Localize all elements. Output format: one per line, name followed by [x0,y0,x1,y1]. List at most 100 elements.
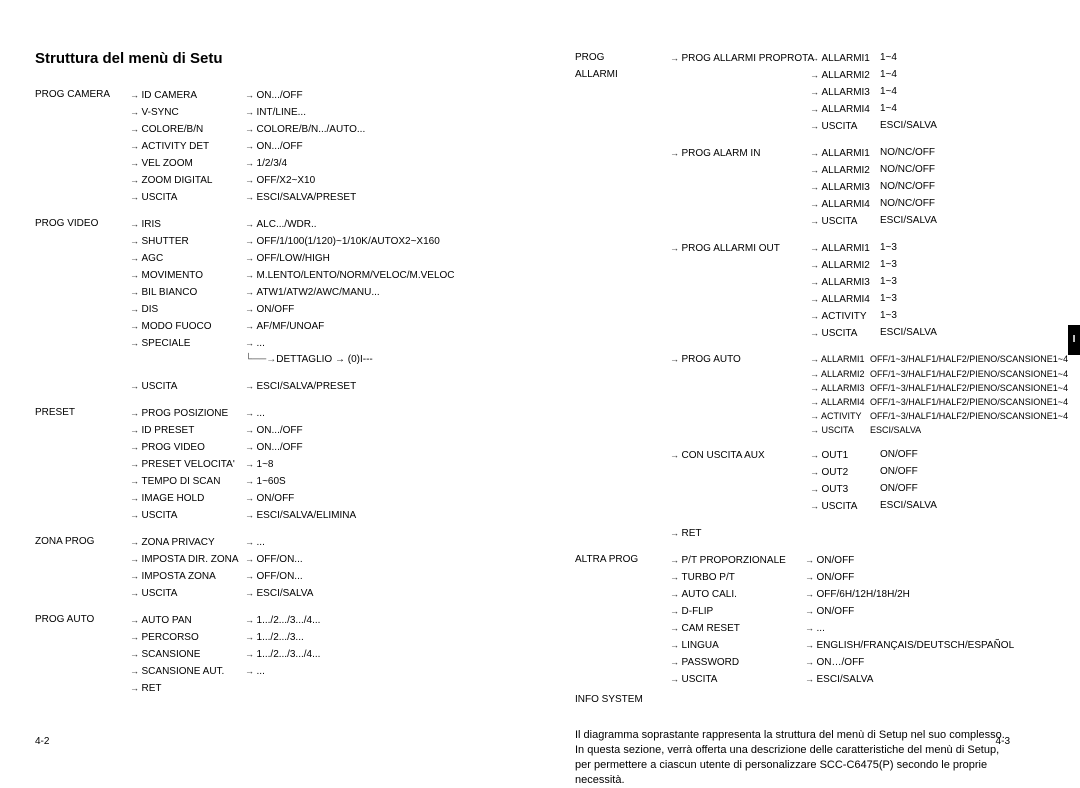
menu-group-label [575,367,670,381]
menu-group-label [575,654,670,671]
menu-item-name: MOVIMENTO [130,267,245,284]
menu-item-value [245,680,480,697]
menu-item-value: 1.../2.../3... [245,629,480,646]
menu-group-label: PROG CAMERA [35,87,130,104]
menu-row: ALLARMI2NO/NC/OFF [575,162,1010,179]
menu-item-value: OFF/1/100(1/120)~1/10K/AUTOX2~X160 [245,233,480,250]
menu-row: PROG ALLARMI OUTALLARMI11~3 [575,240,1010,257]
menu-item-value: ... [245,335,480,352]
menu-row: OUT2ON/OFF [575,464,1010,481]
menu-row: LINGUAENGLISH/FRANÇAIS/DEUTSCH/ESPAÑOL [575,637,1010,654]
menu-group-label [575,179,670,196]
menu-row: SHUTTEROFF/1/100(1/120)~1/10K/AUTOX2~X16… [35,233,480,250]
menu-group-label [35,104,130,121]
menu-row: ALLARMI3NO/NC/OFF [575,179,1010,196]
menu-item-value: ESCI/SALVA [245,585,480,602]
menu-row: USCITAESCI/SALVA [575,118,1010,135]
menu-group-label [575,637,670,654]
menu-item-name: PROG VIDEO [130,439,245,456]
menu-group-label [35,680,130,697]
menu-row: USCITAESCI/SALVA [575,213,1010,230]
menu-item-name: ALLARMI2 [810,67,880,84]
menu-item-name: PERCORSO [130,629,245,646]
menu-item-value: 1.../2.../3.../4... [245,612,480,629]
menu-group-label [575,118,670,135]
menu-group-heading [670,213,810,230]
menu-item-name: PROG POSIZIONE [130,405,245,422]
menu-item-name: ALLARMI4 [810,101,880,118]
menu-group-heading [670,367,810,381]
menu-group-label [575,84,670,101]
menu-item-name: USCITA [130,189,245,206]
menu-group-label: ALTRA PROG [575,552,670,569]
menu-item-value: ON.../OFF [245,439,480,456]
menu-group-heading [670,291,810,308]
menu-item-name: SHUTTER [130,233,245,250]
menu-row: DISON/OFF [35,301,480,318]
menu-row: ALLARMI2OFF/1~3/HALF1/HALF2/PIENO/SCANSI… [575,367,1010,381]
menu-item-name: USCITA [130,378,245,395]
menu-row: CON USCITA AUXOUT1ON/OFF [575,447,1010,464]
menu-group-heading: RET [670,525,810,542]
menu-row: USCITAESCI/SALVA [575,423,1010,437]
menu-item-name: ID CAMERA [130,87,245,104]
menu-row: TURBO P/TON/OFF [575,569,1010,586]
menu-item-name: AUTO PAN [130,612,245,629]
menu-item-value: ... [805,620,1010,637]
menu-item-name: AUTO CALI. [670,586,805,603]
menu-item-value: OFF/1~3/HALF1/HALF2/PIENO/SCANSIONE1~4 [870,367,1068,381]
menu-group-label [575,671,670,688]
menu-row: ALLARMI21~3 [575,257,1010,274]
menu-row: IMPOSTA ZONAOFF/ON... [35,568,480,585]
menu-item-name: ALLARMI2 [810,162,880,179]
menu-item-value: ON.../OFF [245,138,480,155]
menu-item-name: SCANSIONE AUT. [130,663,245,680]
menu-row: ALTRA PROGP/T PROPORZIONALEON/OFF [575,552,1010,569]
menu-group-label [575,291,670,308]
menu-row: IMAGE HOLDON/OFF [35,490,480,507]
menu-group-heading: PROG ALLARMI PROPROTA [670,50,810,67]
menu-group-heading [670,325,810,342]
menu-item-value: ESCI/SALVA [880,325,1010,342]
menu-group-heading [670,274,810,291]
menu-row: ID PRESETON.../OFF [35,422,480,439]
menu-item-value: ESCI/SALVA [805,671,1010,688]
menu-item-name: OUT2 [810,464,880,481]
menu-group-label [575,352,670,367]
menu-row: ALLARMI41~3 [575,291,1010,308]
menu-row: USCITAESCI/SALVA [575,498,1010,515]
menu-group-label [35,629,130,646]
menu-group-label [575,162,670,179]
menu-row: VEL ZOOM1/2/3/4 [35,155,480,172]
page-title: Struttura del menù di Setu [35,50,480,67]
menu-item-name: PRESET VELOCITA' [130,456,245,473]
menu-item-name: ALLARMI1 [810,145,880,162]
right-menu-tree: PROGPROG ALLARMI PROPROTAALLARMI11~4ALLA… [575,50,1010,708]
menu-row: MODO FUOCOAF/MF/UNOAF [35,318,480,335]
menu-item-value: ALC.../WDR.. [245,216,480,233]
menu-row: USCITAESCI/SALVA [35,585,480,602]
menu-row: TEMPO DI SCAN1~60S [35,473,480,490]
menu-item-value: ON…/OFF [805,654,1010,671]
menu-item-value: ON/OFF [245,301,480,318]
menu-item-name: D-FLIP [670,603,805,620]
menu-item-name: ALLARMI4 [810,395,870,409]
menu-item-value: 1.../2.../3.../4... [245,646,480,663]
menu-row: SCANSIONE1.../2.../3.../4... [35,646,480,663]
menu-group-label [575,196,670,213]
menu-item-value: ESCI/SALVA [880,498,1010,515]
menu-row: PROGPROG ALLARMI PROPROTAALLARMI11~4 [575,50,1010,67]
menu-group-heading [670,464,810,481]
menu-row: OUT3ON/OFF [575,481,1010,498]
info-system-label: INFO SYSTEM [575,692,1010,708]
menu-group-heading [670,395,810,409]
menu-item-name: ALLARMI4 [810,291,880,308]
menu-row: PERCORSO1.../2.../3... [35,629,480,646]
menu-item-value: 1~3 [880,240,1010,257]
menu-row: PASSWORDON…/OFF [575,654,1010,671]
menu-item-value: 1~3 [880,274,1010,291]
menu-item-value: ON/OFF [880,447,1010,464]
menu-item-name: IMPOSTA DIR. ZONA [130,551,245,568]
menu-row: USCITAESCI/SALVA/ELIMINA [35,507,480,524]
menu-group-heading [670,67,810,84]
